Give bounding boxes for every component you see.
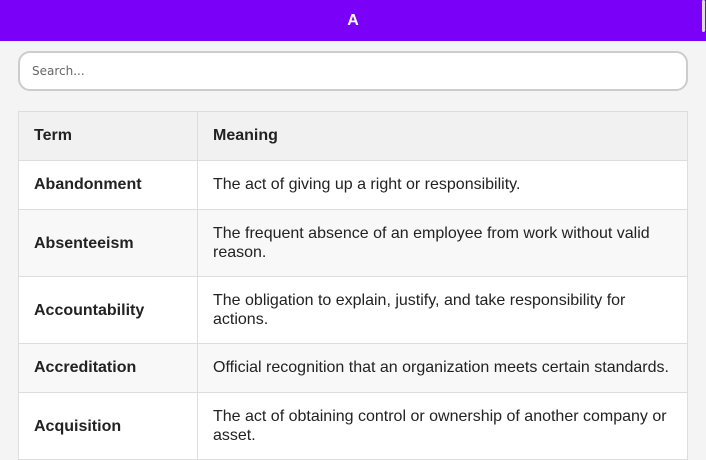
term-cell: Accountability [18,276,198,344]
term-cell: Abandonment [18,160,198,210]
column-header-meaning: Meaning [197,111,688,161]
meaning-cell: The act of giving up a right or responsi… [197,160,688,210]
meaning-cell: The act of obtaining control or ownershi… [197,392,688,460]
meaning-cell: The frequent absence of an employee from… [197,209,688,277]
term-cell: Accreditation [18,343,198,393]
term-cell: Acquisition [18,392,198,460]
search-input[interactable] [20,53,686,89]
table-row: Absenteeism The frequent absence of an e… [18,209,688,277]
glossary-table: Term Meaning Abandonment The act of givi… [18,111,688,460]
meaning-cell: The obligation to explain, justify, and … [197,276,688,344]
table-row: Accountability The obligation to explain… [18,276,688,344]
meaning-cell: Official recognition that an organizatio… [197,343,688,393]
table-header-row: Term Meaning [18,111,688,161]
table-row: Abandonment The act of giving up a right… [18,160,688,210]
scrollbar-thumb[interactable] [702,0,705,32]
letter-header: A [0,0,706,41]
search-box[interactable] [18,51,688,91]
column-header-term: Term [18,111,198,161]
table-row: Accreditation Official recognition that … [18,343,688,393]
header-title: A [347,11,359,29]
term-cell: Absenteeism [18,209,198,277]
table-row: Acquisition The act of obtaining control… [18,392,688,460]
